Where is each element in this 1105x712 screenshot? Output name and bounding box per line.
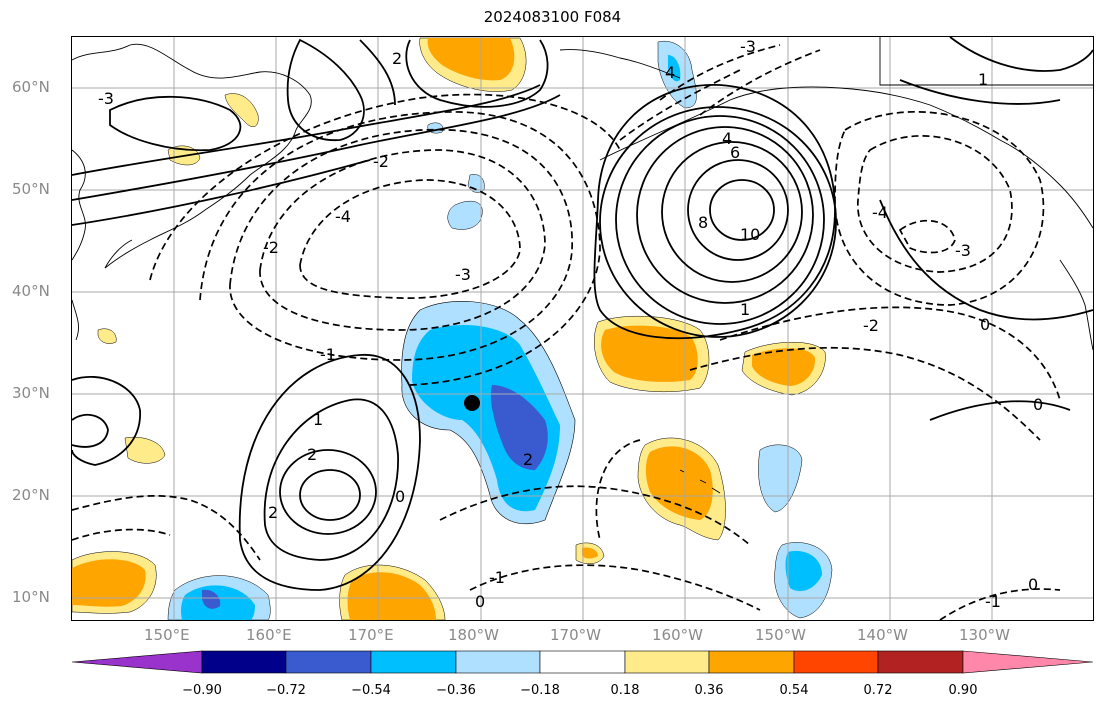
contour-label: -3 <box>740 37 756 56</box>
contour-label: -3 <box>98 89 114 108</box>
colorbar-tick-label: −0.18 <box>520 683 560 698</box>
contours-positive <box>71 36 1094 591</box>
contour-label: 6 <box>730 143 740 162</box>
contour-label: 4 <box>722 129 732 148</box>
contour-label: -3 <box>955 241 971 260</box>
contour-label: -2 <box>373 152 389 171</box>
positive-anomaly-region <box>124 437 166 464</box>
contour-label: -1 <box>985 592 1001 611</box>
colorbar-segment <box>793 650 879 674</box>
contour-label: 2 <box>523 450 533 469</box>
contour-label: -2 <box>863 316 879 335</box>
lon-label: 170°E <box>348 626 394 644</box>
map-border <box>71 36 1094 621</box>
contour-label: 4 <box>665 63 675 82</box>
contour-label: 2 <box>307 445 317 464</box>
lon-label: 160°W <box>652 626 703 644</box>
colorbar-tick-label: −0.54 <box>351 683 391 698</box>
lon-label: 160°E <box>246 626 292 644</box>
positive-anomaly-region <box>582 547 598 559</box>
colorbar-segment <box>455 650 541 674</box>
colorbar-segment <box>201 650 287 674</box>
positive-anomaly-region <box>427 38 515 81</box>
colorbar-segment <box>624 650 710 674</box>
colorbar-tick-label: −0.72 <box>266 683 306 698</box>
contour-label: 8 <box>698 213 708 232</box>
contour-label: 1 <box>978 70 988 89</box>
contour-label: 0 <box>1028 575 1038 594</box>
positive-anomaly-region <box>97 328 117 344</box>
positive-anomaly-region <box>347 572 436 620</box>
colorbar-extend-high <box>962 650 1094 674</box>
colorbar-tick-label: −0.36 <box>436 683 476 698</box>
graticule <box>72 37 1093 620</box>
contour-label: -3 <box>455 265 471 284</box>
contour-label: 2 <box>392 49 402 68</box>
contour-label: 0 <box>395 487 405 506</box>
lat-label: 40°N <box>12 282 50 300</box>
positive-anomaly-region <box>601 325 698 382</box>
lat-label: 50°N <box>12 180 50 198</box>
colorbar-segment <box>877 650 964 674</box>
colorbar <box>71 650 1094 674</box>
map-title: 2024083100 F084 <box>483 8 622 26</box>
colorbar-tick-label: 0.54 <box>779 683 809 698</box>
lon-label: 150°E <box>144 626 190 644</box>
positive-anomaly-region <box>72 559 146 607</box>
contour-label: 1 <box>740 300 750 319</box>
lon-label: 180°W <box>448 626 499 644</box>
colorbar-tick-label: 0.36 <box>694 683 724 698</box>
contour-label: 2 <box>268 503 278 522</box>
contour-labels: -3 -3 -3 -3 -4 -4 -2 -2 -2 -1 -1 -1 0 0 … <box>98 37 1043 611</box>
positive-anomaly-region <box>224 93 259 127</box>
lon-label: 170°W <box>550 626 601 644</box>
lon-label: 150°W <box>755 626 806 644</box>
negative-anomaly-region <box>490 385 548 470</box>
shading-layer <box>71 37 833 621</box>
negative-anomaly-region <box>202 589 221 609</box>
lat-label: 60°N <box>12 78 50 96</box>
contour-label: 0 <box>475 592 485 611</box>
contour-label: 10 <box>740 225 760 244</box>
contour-label: -4 <box>335 207 351 226</box>
colorbar-segment <box>539 650 626 674</box>
lon-label: 140°W <box>857 626 908 644</box>
colorbar-tick-label: 0.18 <box>610 683 640 698</box>
positive-anomaly-region <box>645 446 713 520</box>
contour-label: 1 <box>313 410 323 429</box>
colorbar-segment <box>708 650 795 674</box>
contour-label: -1 <box>320 345 336 364</box>
contour-label: -4 <box>872 203 888 222</box>
colorbar-tick-label: 0.72 <box>863 683 893 698</box>
lon-label: 130°W <box>959 626 1010 644</box>
lat-label: 10°N <box>12 588 50 606</box>
positive-anomaly-region <box>752 348 816 386</box>
negative-anomaly-region <box>447 200 483 230</box>
contour-label: 0 <box>980 315 990 334</box>
colorbar-tick-label: 0.90 <box>948 683 978 698</box>
coastlines <box>71 37 1094 494</box>
lat-label: 20°N <box>12 486 50 504</box>
contour-label: -1 <box>489 568 505 587</box>
contour-label: -2 <box>263 238 279 257</box>
lat-label: 30°N <box>12 384 50 402</box>
colorbar-segment <box>370 650 457 674</box>
colorbar-tick-label: −0.90 <box>182 683 222 698</box>
negative-anomaly-region <box>758 444 803 513</box>
location-marker <box>464 395 480 411</box>
colorbar-segment <box>285 650 372 674</box>
colorbar-extend-low <box>71 650 203 674</box>
contour-label: 0 <box>1033 395 1043 414</box>
contours-negative <box>71 44 1061 621</box>
negative-anomaly-region <box>785 550 822 592</box>
